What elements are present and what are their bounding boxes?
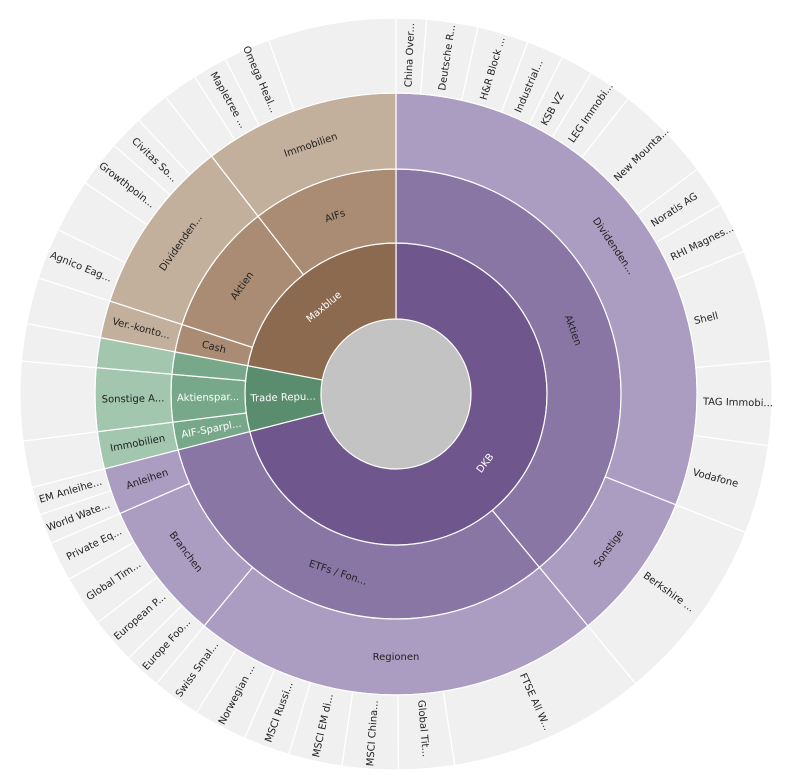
segment-segment[interactable] [19,360,99,442]
label-aktienspar: Aktienspar... [177,392,239,404]
label-tag-immobi: TAG Immobi... [702,397,773,410]
label-msci-china: MSCI China... [365,700,381,767]
label-sonstige-a: Sonstige A... [102,393,165,405]
label-trade-repu: Trade Repu... [249,392,316,405]
label-global-tit: Global Tit... [415,700,431,758]
label-china-over: China Over... [404,23,418,88]
chart-segments [19,17,773,771]
center-disk [321,319,471,469]
segment-segment[interactable] [267,17,397,112]
label-regionen: Regionen [373,652,420,663]
